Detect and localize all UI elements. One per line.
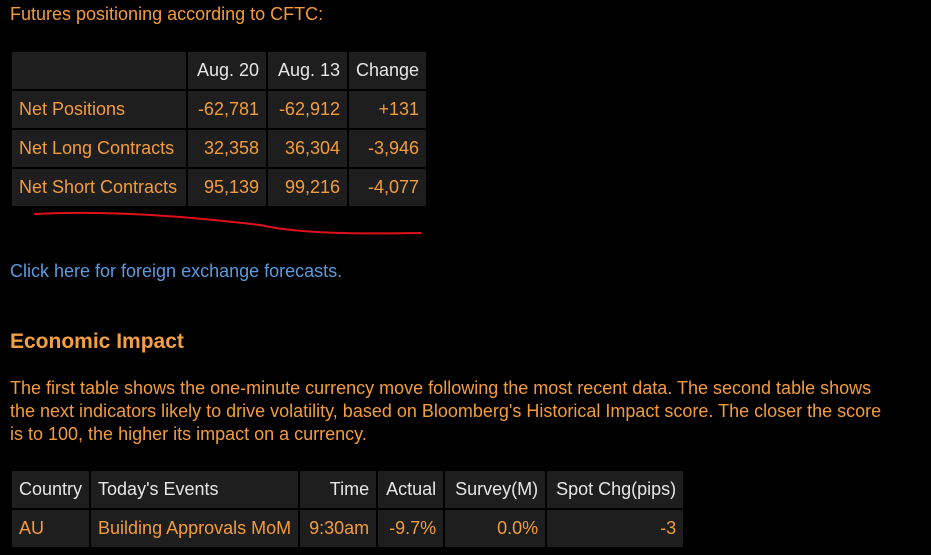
- header-cell: Actual: [376, 469, 446, 510]
- table-cell: Net Short Contracts: [10, 167, 188, 208]
- table-cell: -62,912: [266, 89, 349, 130]
- intro: Futures positioning according to CFTC:: [10, 4, 324, 24]
- underline-stroke: [33, 211, 422, 235]
- table-cell: 32,358: [186, 128, 268, 169]
- table-row: Net Short Contracts 95,139 99,216 -4,077: [10, 167, 429, 208]
- table-cell: -3,946: [346, 128, 429, 169]
- cftc-table: Aug. 20 Aug. 13 Change Net Positions -62,…: [10, 50, 429, 208]
- header-cell: Survey(M): [443, 469, 548, 510]
- forecast-link[interactable]: Click here for foreign exchange forecast…: [10, 261, 343, 281]
- table-row: Net Positions -62,781 -62,912 +131: [10, 89, 429, 130]
- header-cell: Today's Events: [89, 469, 301, 510]
- table-cell: 99,216: [266, 167, 349, 208]
- table-cell: AU: [9, 508, 92, 549]
- table-row: AU Building Approvals MoM 9:30am -9.7% 0.0% -…: [9, 508, 686, 549]
- table-cell: 95,139: [186, 167, 268, 208]
- table-row: Net Long Contracts 32,358 36,304 -3,946: [10, 128, 429, 169]
- header-cell: Time: [298, 469, 379, 510]
- section-title: Economic Impact: [10, 330, 184, 353]
- table-cell: Net Positions: [10, 89, 188, 130]
- events-table: Country Today's Events Time Actual Surve…: [9, 469, 686, 549]
- header-cell: Country: [9, 469, 92, 510]
- table-cell: -62,781: [186, 89, 268, 130]
- red-underline: [33, 211, 422, 235]
- table-cell: -3: [545, 508, 686, 549]
- table-cell: Building Approvals MoM: [89, 508, 301, 549]
- paragraph-line: The first table shows the one-minute cur…: [10, 378, 872, 398]
- table-cell: -4,077: [346, 167, 429, 208]
- table-cell: -9.7%: [376, 508, 446, 549]
- paragraph: The first table shows the one-minute cur…: [10, 377, 881, 446]
- header-cell: Spot Chg(pips): [545, 469, 686, 510]
- empty-header: [10, 50, 188, 91]
- table-cell: 36,304: [266, 128, 349, 169]
- header-cell: Aug. 20: [186, 50, 268, 91]
- paragraph-line: the next indicators likely to drive vola…: [10, 401, 882, 421]
- header-cell: Aug. 13: [266, 50, 349, 91]
- header-cell: Change: [346, 50, 429, 91]
- paragraph-line: is to 100, the higher its impact on a cu…: [10, 424, 367, 444]
- table-cell: 9:30am: [298, 508, 379, 549]
- table-cell: +131: [346, 89, 429, 130]
- table-cell: 0.0%: [443, 508, 548, 549]
- table-cell: Net Long Contracts: [10, 128, 188, 169]
